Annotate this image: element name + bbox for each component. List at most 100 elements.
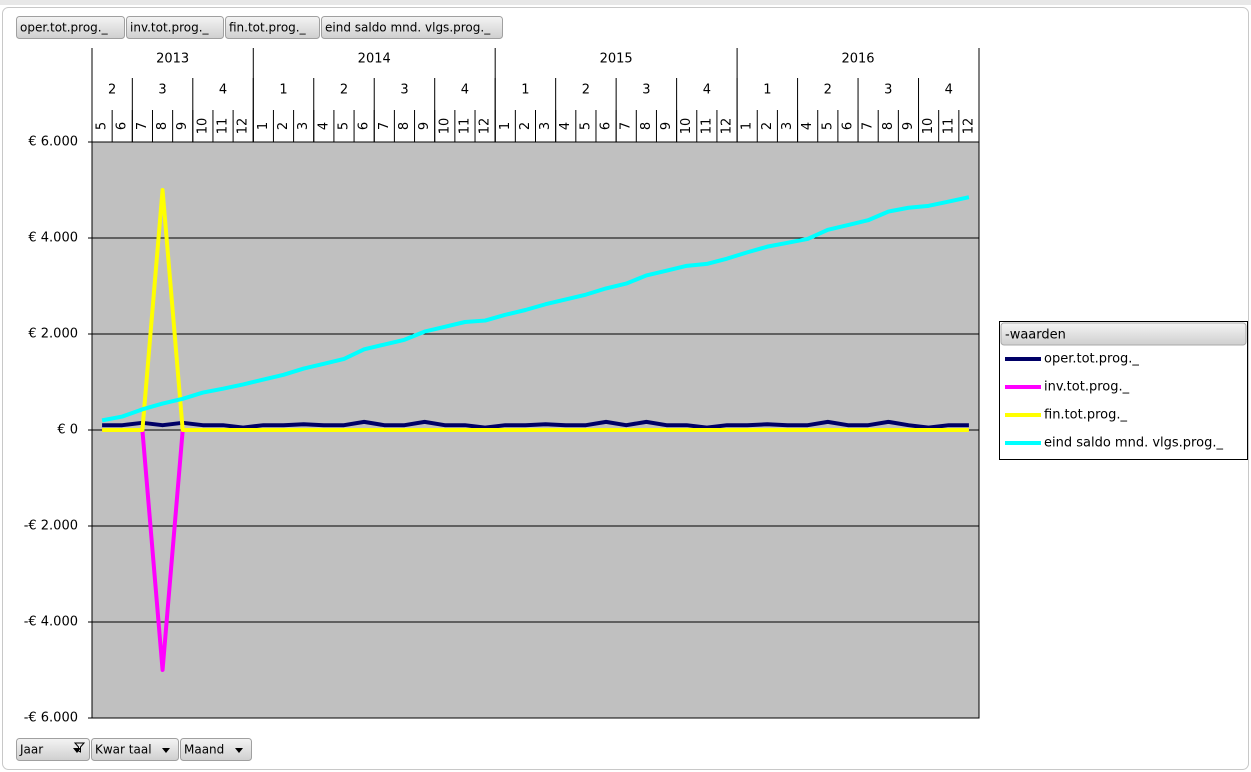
- button-label: eind saldo mnd. vlgs.prog._: [325, 21, 491, 35]
- month-label: 5: [578, 122, 593, 130]
- year-label: 2016: [841, 52, 874, 67]
- month-label: 12: [961, 118, 976, 135]
- button-label: Jaar: [19, 743, 43, 757]
- month-label: 12: [478, 118, 493, 135]
- button-label: Kwar taal: [95, 743, 152, 757]
- month-label: 4: [558, 122, 573, 130]
- month-label: 7: [861, 122, 876, 130]
- quarter-label: 1: [521, 83, 529, 98]
- month-label: 5: [336, 122, 351, 130]
- field-button[interactable]: Maand: [180, 738, 252, 761]
- month-label: 7: [619, 122, 634, 130]
- series-line: [102, 419, 969, 430]
- month-label: 5: [95, 122, 110, 130]
- button-bg: [16, 738, 90, 761]
- button-bg: [180, 738, 252, 761]
- month-label: 12: [720, 118, 735, 135]
- month-label: 10: [921, 118, 936, 135]
- field-button[interactable]: eind saldo mnd. vlgs.prog._: [321, 16, 503, 39]
- y-tick-label: -€ 2.000: [24, 519, 78, 534]
- month-label: 7: [135, 122, 150, 130]
- month-label: 11: [457, 118, 472, 135]
- year-label: 2013: [156, 52, 189, 67]
- quarter-label: 4: [945, 83, 953, 98]
- field-button[interactable]: Jaar: [16, 738, 90, 761]
- month-label: 2: [760, 122, 775, 130]
- dropdown-arrow: [162, 748, 170, 753]
- month-label: 2: [276, 122, 291, 130]
- legend-title-bg: [1000, 322, 1247, 346]
- button-label: Maand: [184, 743, 224, 757]
- month-label: 3: [296, 122, 311, 130]
- month-label: 1: [256, 122, 271, 130]
- month-label: 8: [639, 122, 654, 130]
- quarter-label: 3: [884, 83, 892, 98]
- month-label: 6: [599, 122, 614, 130]
- quarter-label: 2: [108, 83, 116, 98]
- month-label: 9: [901, 122, 916, 130]
- month-label: 9: [659, 122, 674, 130]
- field-button[interactable]: inv.tot.prog._: [126, 16, 224, 39]
- button-bg: [91, 738, 179, 761]
- quarter-label: 2: [582, 83, 590, 98]
- month-label: 4: [800, 122, 815, 130]
- month-label: 8: [881, 122, 896, 130]
- series-line: [101, 195, 970, 423]
- button-label: inv.tot.prog._: [130, 21, 210, 35]
- legend-label: oper.tot.prog._: [1044, 352, 1139, 367]
- legend-label: eind saldo mnd. vlgs.prog._: [1044, 436, 1223, 451]
- quarter-label: 4: [703, 83, 711, 98]
- legend-title: -waarden: [1005, 328, 1066, 343]
- month-label: 5: [820, 122, 835, 130]
- y-tick-label: € 6.000: [28, 135, 78, 150]
- month-label: 9: [417, 122, 432, 130]
- field-button[interactable]: Kwar taal: [91, 738, 179, 761]
- y-tick-label: € 0: [57, 423, 78, 438]
- button-bg: [321, 16, 503, 39]
- month-label: 1: [498, 122, 513, 130]
- filter-icon: [73, 742, 86, 753]
- year-label: 2014: [358, 52, 391, 67]
- legend-label: fin.tot.prog._: [1044, 408, 1127, 423]
- legend-label: inv.tot.prog._: [1044, 380, 1130, 395]
- button-bg: [225, 16, 320, 39]
- y-tick-label: € 2.000: [28, 327, 78, 342]
- y-tick-label: -€ 4.000: [24, 615, 78, 630]
- month-label: 10: [195, 118, 210, 135]
- month-label: 10: [679, 118, 694, 135]
- quarter-label: 2: [340, 83, 348, 98]
- month-label: 1: [740, 122, 755, 130]
- button-label: oper.tot.prog._: [20, 21, 109, 35]
- month-label: 9: [175, 122, 190, 130]
- y-tick-label: € 4.000: [28, 231, 78, 246]
- month-label: 7: [377, 122, 392, 130]
- button-label: fin.tot.prog._: [229, 21, 307, 35]
- month-label: 2: [518, 122, 533, 130]
- quarter-label: 1: [279, 83, 287, 98]
- field-button[interactable]: fin.tot.prog._: [225, 16, 320, 39]
- month-label: 12: [236, 118, 251, 135]
- month-label: 6: [840, 122, 855, 130]
- button-bg: [16, 16, 125, 39]
- month-label: 11: [941, 118, 956, 135]
- quarter-label: 4: [461, 83, 469, 98]
- quarter-label: 3: [158, 83, 166, 98]
- dropdown-arrow: [235, 748, 243, 753]
- quarter-label: 3: [400, 83, 408, 98]
- month-label: 3: [538, 122, 553, 130]
- top-bar: [0, 0, 1251, 5]
- quarter-label: 4: [219, 83, 227, 98]
- month-label: 4: [316, 122, 331, 130]
- y-tick-label: -€ 6.000: [24, 711, 78, 726]
- year-label: 2015: [600, 52, 633, 67]
- quarter-label: 1: [763, 83, 771, 98]
- field-button[interactable]: oper.tot.prog._: [16, 16, 125, 39]
- quarter-label: 3: [642, 83, 650, 98]
- button-bg: [126, 16, 224, 39]
- month-label: 6: [357, 122, 372, 130]
- month-label: 8: [155, 122, 170, 130]
- month-label: 8: [397, 122, 412, 130]
- month-label: 11: [216, 118, 231, 135]
